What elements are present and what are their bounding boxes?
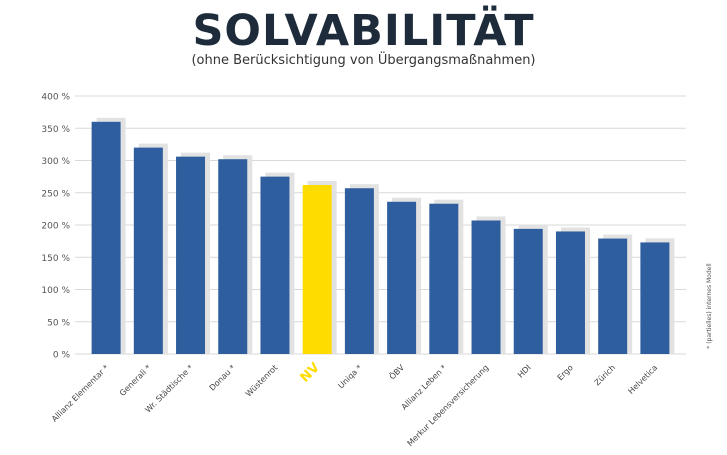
- bar: [344, 188, 374, 354]
- bar: [640, 242, 670, 354]
- bar: [260, 176, 290, 354]
- y-tick-label: 250 %: [41, 189, 70, 199]
- y-tick-label: 150 %: [41, 254, 70, 264]
- x-tick-label: Helvetica: [626, 363, 659, 396]
- bar: [471, 220, 501, 354]
- bar: [91, 121, 121, 354]
- x-tick-label: Ergo: [556, 363, 575, 382]
- chart-title: SOLVABILITÄT: [192, 6, 535, 56]
- bar: [176, 156, 206, 354]
- x-tick-label: Wüstenrot: [244, 363, 279, 398]
- x-tick-label: Allianz Leben *: [400, 363, 449, 412]
- y-tick-label: 300 %: [41, 157, 70, 167]
- chart-subtitle: (ohne Berücksichtigung von Übergangsmaßn…: [191, 53, 536, 68]
- bar: [513, 228, 543, 354]
- bar: [555, 231, 585, 354]
- y-tick-label: 350 %: [41, 125, 70, 135]
- y-tick-label: 400 %: [41, 93, 70, 103]
- x-tick-label: Generali *: [118, 363, 153, 398]
- footnote: * (partielles) internes Modell: [706, 263, 713, 349]
- y-tick-label: 100 %: [41, 286, 70, 296]
- bar: [133, 147, 163, 354]
- bar: [429, 203, 459, 354]
- x-tick-label: HDI: [516, 363, 533, 380]
- bar: [387, 201, 417, 354]
- bar: [598, 238, 628, 354]
- y-tick-label: 0 %: [53, 351, 71, 361]
- x-tick-label: Uniqa *: [336, 363, 363, 390]
- bar: [218, 159, 248, 354]
- x-tick-label: NV: [298, 360, 323, 385]
- y-tick-label: 50 %: [47, 318, 70, 328]
- x-tick-label: Zürich: [593, 363, 617, 387]
- x-tick-label: Merkur Lebensversicherung: [406, 363, 491, 448]
- y-tick-label: 200 %: [41, 222, 70, 232]
- x-tick-label: Donau *: [208, 363, 237, 392]
- x-tick-label: Allianz Elementar *: [50, 363, 111, 424]
- x-tick-label: ÖBV: [387, 362, 406, 381]
- bar: [302, 185, 332, 354]
